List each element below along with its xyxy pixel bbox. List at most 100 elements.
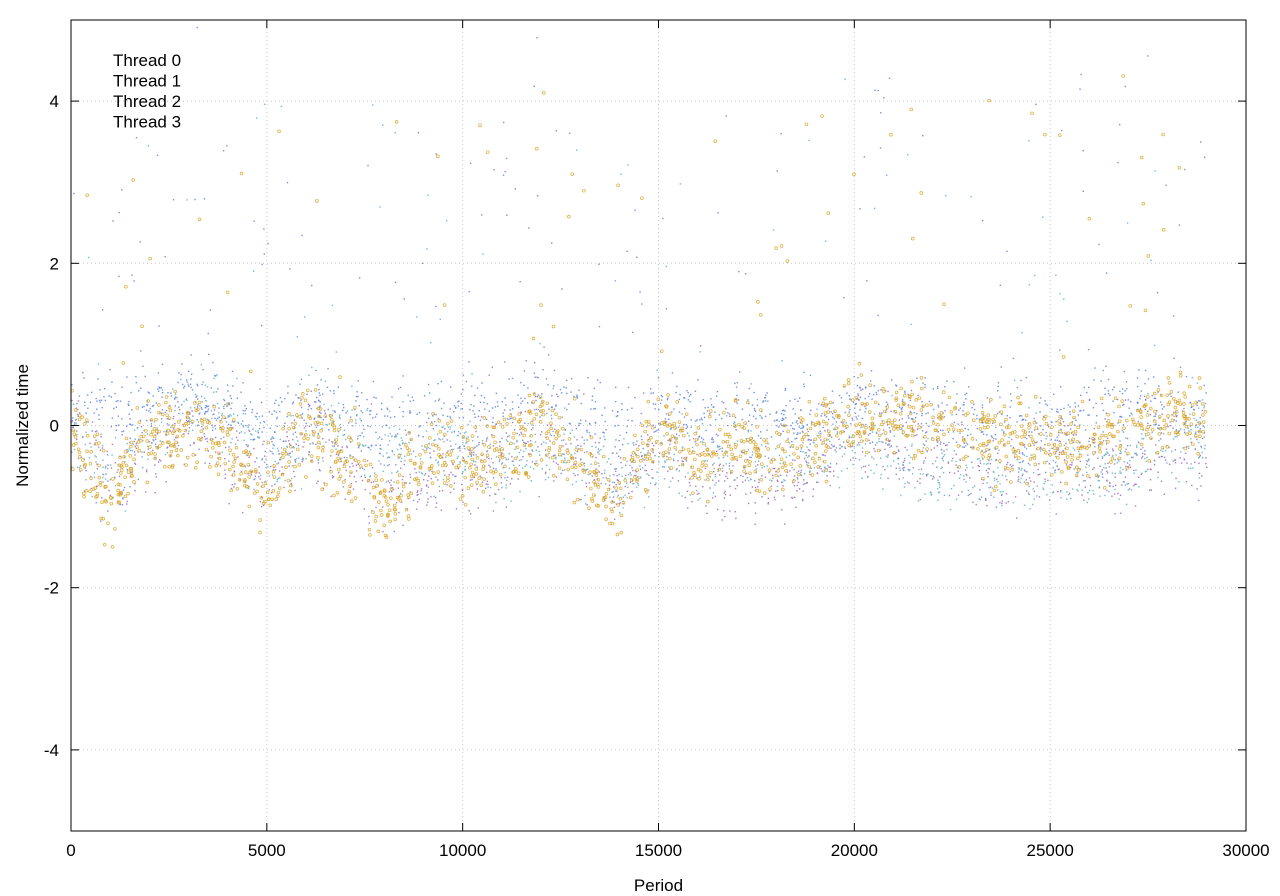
data-point (417, 435, 420, 437)
data-point (864, 411, 866, 413)
data-point (833, 428, 835, 431)
data-point (904, 457, 906, 460)
data-point (247, 445, 249, 448)
data-point (942, 460, 944, 462)
data-point (1082, 150, 1084, 152)
data-point (652, 451, 654, 454)
data-point (997, 452, 999, 455)
data-point (124, 510, 127, 512)
data-point (513, 442, 515, 445)
data-point (931, 421, 936, 425)
data-point (363, 436, 365, 438)
data-point (317, 415, 320, 417)
data-point (331, 441, 333, 443)
data-point (931, 437, 935, 442)
data-point (1021, 474, 1024, 477)
data-point (736, 394, 738, 397)
data-point (798, 464, 803, 468)
data-point (320, 487, 324, 491)
data-point (946, 448, 948, 451)
data-point (312, 443, 315, 445)
data-point (718, 414, 721, 416)
data-point (343, 463, 345, 465)
data-point (552, 460, 555, 463)
data-point (541, 468, 543, 470)
data-point (869, 393, 871, 395)
data-point (516, 440, 518, 443)
data-point (978, 465, 981, 468)
data-point (188, 430, 190, 432)
data-point (280, 447, 283, 449)
data-point (240, 431, 243, 433)
data-point (96, 463, 98, 465)
data-point (202, 428, 205, 430)
data-point (1149, 414, 1152, 416)
data-point (331, 442, 334, 444)
data-point (614, 279, 617, 282)
data-point (767, 468, 772, 472)
data-point (1152, 376, 1155, 378)
data-point (1125, 448, 1127, 451)
data-point (176, 396, 178, 399)
data-point (678, 434, 680, 437)
data-point (222, 405, 225, 408)
data-point (196, 407, 200, 412)
data-point (328, 439, 330, 441)
data-point (209, 309, 212, 311)
data-point (257, 430, 259, 432)
data-point (577, 474, 579, 476)
data-point (895, 473, 897, 475)
data-point (448, 453, 453, 457)
data-point (1031, 503, 1034, 506)
data-point (1194, 461, 1196, 464)
data-point (725, 408, 727, 410)
data-point (643, 488, 648, 492)
data-point (355, 414, 358, 416)
data-point (675, 469, 678, 471)
data-point (790, 424, 792, 427)
data-point (224, 473, 227, 476)
data-point (688, 395, 691, 397)
data-point (580, 402, 582, 405)
data-point (947, 395, 952, 400)
data-point (859, 439, 864, 443)
data-point (718, 464, 721, 467)
data-point (621, 444, 624, 446)
data-point (944, 410, 946, 412)
data-point (227, 423, 230, 426)
data-point (868, 383, 872, 388)
data-point (426, 412, 429, 414)
data-point (988, 449, 990, 451)
data-point (1044, 400, 1046, 402)
data-point (126, 451, 129, 453)
data-point (438, 398, 441, 400)
data-point (89, 401, 92, 404)
data-point (1042, 460, 1047, 465)
data-point (1007, 423, 1010, 426)
data-point (1163, 433, 1165, 435)
data-point (598, 263, 600, 265)
data-point (73, 422, 76, 424)
data-point (717, 435, 719, 437)
data-point (1017, 480, 1019, 482)
data-point (999, 410, 1004, 414)
data-point (259, 388, 261, 390)
data-point (95, 432, 100, 437)
data-point (387, 508, 392, 513)
data-point (253, 270, 255, 272)
data-point (557, 448, 562, 452)
data-point (1144, 433, 1147, 435)
data-point (583, 451, 586, 454)
data-point (1122, 424, 1125, 426)
data-point (290, 482, 293, 485)
data-point (1085, 463, 1088, 465)
data-point (936, 387, 939, 390)
data-point (104, 399, 107, 402)
data-point (176, 427, 180, 432)
data-point (751, 486, 754, 488)
data-point (604, 407, 606, 409)
data-point (923, 462, 925, 464)
data-point (503, 497, 505, 500)
data-point (235, 436, 238, 439)
data-point (824, 449, 828, 453)
